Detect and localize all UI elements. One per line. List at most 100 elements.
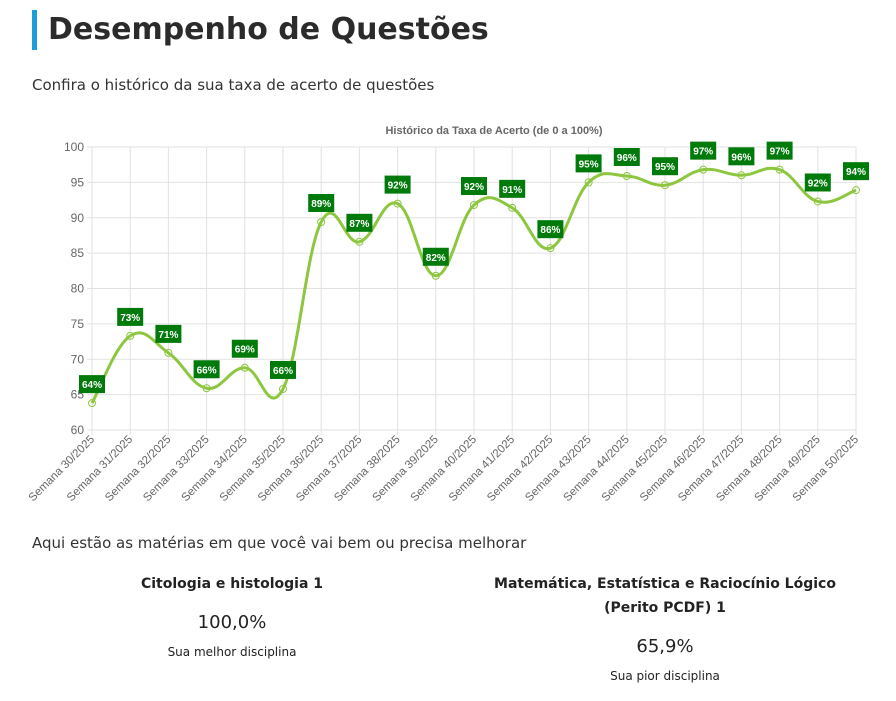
- x-tick-label: Semana 47/2025: [676, 434, 746, 504]
- data-label-bg: [308, 193, 335, 212]
- data-label-bg: [575, 154, 602, 173]
- data-label-bg: [231, 339, 258, 358]
- data-label: 97%: [693, 147, 713, 158]
- data-label: 96%: [617, 153, 637, 164]
- data-label: 92%: [464, 182, 484, 193]
- page-title: Desempenho de Questões: [32, 10, 489, 50]
- data-label-bg: [766, 141, 793, 160]
- data-label-bg: [384, 175, 411, 194]
- x-tick-label: Semana 38/2025: [332, 434, 402, 504]
- y-tick-label: 75: [71, 317, 85, 331]
- y-tick-label: 70: [71, 352, 85, 366]
- data-point: [240, 363, 249, 372]
- x-tick-label: Semana 46/2025: [638, 434, 708, 504]
- data-point: [661, 181, 669, 190]
- data-label: 66%: [197, 365, 217, 376]
- x-tick-label: Semana 43/2025: [523, 434, 593, 504]
- data-point: [431, 271, 440, 280]
- data-label-bg: [79, 375, 105, 394]
- data-label-bg: [155, 324, 182, 343]
- data-label: 86%: [540, 225, 560, 236]
- data-label: 73%: [120, 313, 140, 324]
- data-label: 66%: [273, 366, 293, 377]
- data-label-bg: [117, 307, 144, 326]
- data-label-bg: [499, 179, 526, 198]
- data-label: 96%: [731, 152, 751, 163]
- worst-subject-value: 65,9%: [636, 636, 694, 657]
- worst-subject-name: Matemática, Estatística e Raciocínio Lóg…: [494, 576, 836, 616]
- data-label-bg: [613, 148, 640, 167]
- data-label: 64%: [82, 380, 102, 391]
- data-label: 71%: [158, 330, 178, 341]
- x-tick-label: Semana 39/2025: [370, 434, 440, 504]
- data-label: 92%: [808, 178, 828, 189]
- data-label: 91%: [502, 185, 522, 196]
- x-tick-label: Semana 40/2025: [409, 434, 479, 504]
- x-tick-label: Semana 32/2025: [103, 434, 173, 504]
- x-tick-label: Semana 34/2025: [179, 434, 249, 504]
- data-label-bg: [728, 147, 755, 166]
- data-point: [88, 399, 96, 408]
- data-label: 92%: [388, 181, 408, 192]
- data-point: [470, 201, 478, 210]
- data-label: 69%: [235, 345, 255, 356]
- data-point: [508, 203, 517, 212]
- best-subject-value: 100,0%: [197, 612, 267, 633]
- data-point: [737, 171, 746, 180]
- best-subject-desc: Sua melhor disciplina: [167, 645, 297, 659]
- y-tick-label: 90: [71, 211, 85, 225]
- data-point: [622, 172, 631, 181]
- worst-subject-card: Matemática, Estatística e Raciocínio Lóg…: [470, 572, 860, 683]
- data-point: [126, 331, 135, 340]
- x-tick-label: Semana 30/2025: [27, 434, 97, 504]
- y-tick-label: 85: [71, 246, 85, 260]
- data-label-bg: [804, 173, 831, 192]
- data-label-bg: [652, 157, 678, 176]
- chart-title: Histórico da Taxa de Acerto (de 0 a 100%…: [385, 125, 602, 137]
- data-label-bg: [270, 360, 296, 379]
- x-tick-label: Semana 45/2025: [600, 434, 670, 504]
- data-label-bg: [843, 162, 869, 181]
- data-label: 94%: [846, 167, 866, 178]
- y-tick-label: 100: [64, 140, 84, 154]
- data-point: [546, 244, 555, 253]
- data-label-bg: [690, 141, 717, 160]
- data-point: [355, 237, 364, 246]
- data-point: [279, 384, 287, 393]
- data-point: [813, 197, 822, 206]
- y-tick-label: 80: [71, 282, 85, 296]
- best-subject-name: Citologia e histologia 1: [140, 576, 324, 592]
- x-tick-label: Semana 35/2025: [218, 434, 288, 504]
- x-tick-label: Semana 31/2025: [65, 434, 135, 504]
- performance-chart: Histórico da Taxa de Acerto (de 0 a 100%…: [27, 125, 869, 504]
- x-tick-label: Semana 50/2025: [791, 434, 861, 504]
- best-subject-card: Citologia e histologia 1 100,0% Sua melh…: [112, 572, 352, 659]
- x-tick-label: Semana 41/2025: [447, 434, 517, 504]
- x-tick-label: Semana 33/2025: [141, 434, 211, 504]
- data-point: [775, 165, 784, 174]
- x-tick-label: Semana 36/2025: [256, 434, 326, 504]
- x-tick-label: Semana 37/2025: [294, 434, 364, 504]
- data-label-bg: [346, 213, 373, 232]
- data-point: [164, 348, 173, 357]
- data-point: [852, 186, 860, 195]
- data-point: [317, 217, 326, 226]
- data-point: [393, 199, 402, 208]
- x-tick-label: Semana 44/2025: [561, 434, 631, 504]
- data-label-bg: [422, 247, 449, 266]
- x-tick-label: Semana 42/2025: [485, 434, 555, 504]
- data-label-bg: [537, 220, 564, 239]
- y-tick-label: 95: [71, 175, 85, 189]
- data-label: 89%: [311, 199, 331, 210]
- data-label: 95%: [655, 162, 675, 173]
- data-label-bg: [193, 360, 220, 379]
- x-tick-label: Semana 48/2025: [714, 434, 784, 504]
- data-point: [699, 165, 708, 174]
- x-tick-label: Semana 49/2025: [752, 434, 822, 504]
- data-label: 97%: [770, 147, 790, 158]
- data-label: 95%: [579, 159, 599, 170]
- data-label: 82%: [426, 253, 446, 264]
- subjects-heading: Aqui estão as matérias em que você vai b…: [32, 534, 527, 552]
- series-line: [90, 166, 857, 404]
- data-point: [584, 178, 593, 187]
